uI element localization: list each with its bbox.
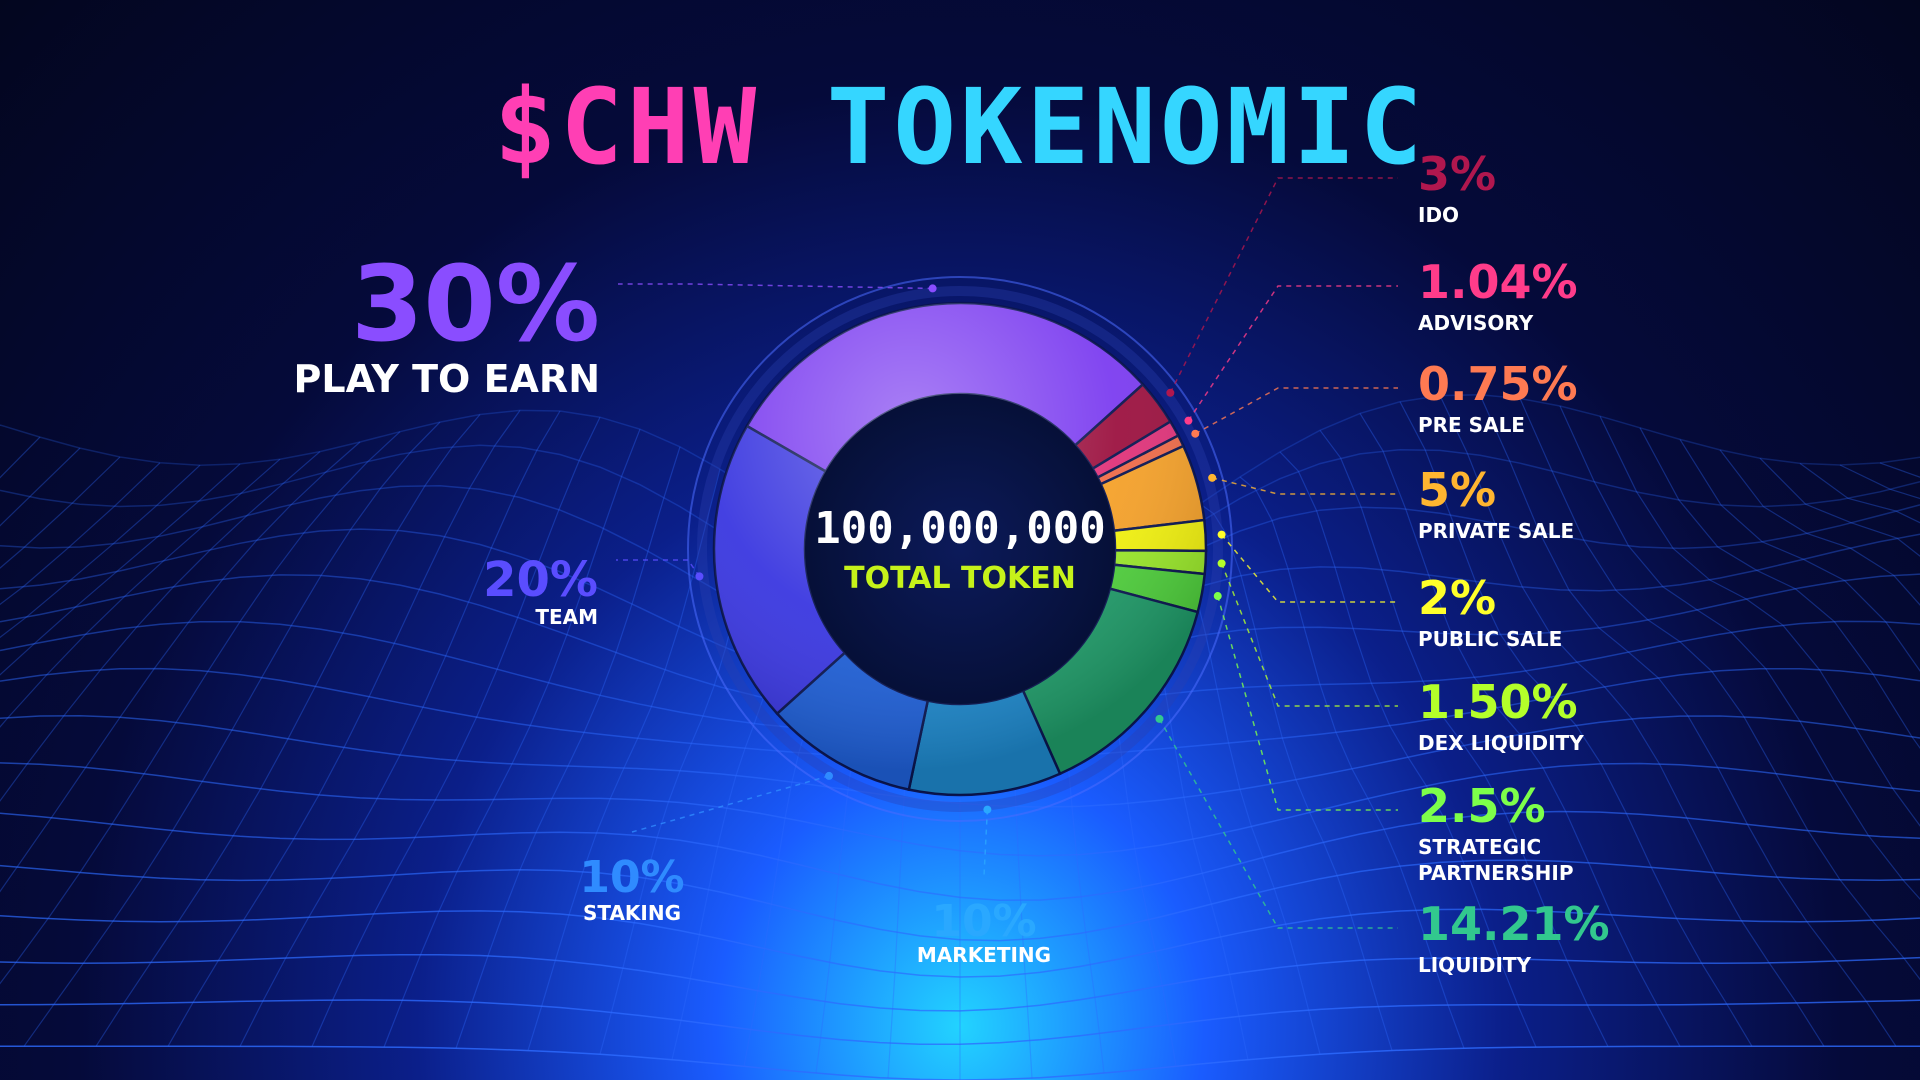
grid-line-vertical bbox=[0, 441, 361, 893]
grid-line-vertical bbox=[1399, 401, 1753, 1047]
total-token-label: TOTAL TOKEN bbox=[844, 561, 1076, 596]
grid-line-vertical bbox=[0, 431, 401, 985]
outer-orbit-ring bbox=[687, 276, 1233, 822]
grid-line-vertical bbox=[95, 414, 481, 1047]
slice-percent-label: 14.21% bbox=[1418, 897, 1610, 951]
grid-line-horizontal bbox=[0, 714, 1920, 808]
grid-line-vertical bbox=[0, 463, 241, 676]
leader-dot bbox=[1217, 530, 1226, 539]
leader-line bbox=[1220, 563, 1398, 707]
outer-glow-ring bbox=[697, 286, 1223, 812]
grid-line-vertical bbox=[239, 410, 561, 1047]
grid-line-vertical bbox=[1239, 476, 1465, 1049]
grid-line-vertical bbox=[1359, 413, 1681, 1047]
grid-line-horizontal bbox=[0, 1045, 1920, 1080]
slice-percent-label: 10% bbox=[579, 852, 684, 903]
leader-dot bbox=[1155, 714, 1164, 723]
donut-center bbox=[805, 394, 1115, 704]
grid-line-horizontal bbox=[0, 810, 1920, 901]
leader-dot bbox=[1213, 592, 1222, 601]
slice-name-label: PRIVATE SALE bbox=[1418, 519, 1574, 543]
slice-name-label: LIQUIDITY bbox=[1418, 953, 1532, 977]
slice-percent-label: 30% bbox=[351, 243, 600, 365]
slice-percent-label: 1.50% bbox=[1418, 675, 1578, 729]
grid-line-vertical bbox=[311, 416, 601, 1047]
grid-line-vertical bbox=[1479, 394, 1897, 1047]
slice-name-label: PRE SALE bbox=[1418, 413, 1525, 437]
grid-line-horizontal bbox=[0, 999, 1920, 1046]
slice-name-label: STRATEGIC bbox=[1418, 835, 1541, 859]
grid-line-vertical bbox=[455, 446, 681, 1049]
grid-line-vertical bbox=[383, 428, 641, 1048]
grid-line-vertical bbox=[1599, 415, 1920, 827]
grid-line-vertical bbox=[1759, 457, 1920, 557]
grid-line-vertical bbox=[1639, 427, 1920, 750]
grid-line-horizontal bbox=[0, 908, 1920, 978]
leader-dot bbox=[825, 771, 833, 780]
leader-dot bbox=[695, 572, 704, 581]
grid-line-vertical bbox=[23, 421, 441, 1047]
grid-line-horizontal bbox=[0, 859, 1920, 942]
leader-dot bbox=[1184, 416, 1193, 425]
slice-percent-label: 10% bbox=[931, 896, 1036, 947]
leader-line bbox=[983, 809, 989, 877]
page-title: $CHW TOKENOMIC bbox=[0, 66, 1920, 188]
grid-line-vertical bbox=[167, 410, 521, 1047]
leader-line bbox=[618, 283, 933, 290]
leader-dot bbox=[1217, 559, 1226, 568]
slice-name-label: PUBLIC SALE bbox=[1418, 627, 1562, 651]
grid-line-vertical bbox=[0, 458, 281, 728]
slice-name-label: DEX LIQUIDITY bbox=[1418, 731, 1584, 755]
grid-line-vertical bbox=[1679, 439, 1920, 672]
total-token-value: 100,000,000 bbox=[814, 503, 1105, 554]
grid-line-vertical bbox=[1519, 398, 1920, 981]
leader-line bbox=[1211, 477, 1398, 495]
leader-dot bbox=[1191, 429, 1200, 438]
slice-name-label: TEAM bbox=[535, 605, 598, 629]
leader-dot bbox=[983, 805, 992, 814]
grid-line-vertical bbox=[1319, 429, 1609, 1047]
title-ticker: $CHW bbox=[493, 66, 761, 188]
grid-line-vertical bbox=[0, 451, 321, 802]
slice-name-label: ADVISORY bbox=[1418, 311, 1534, 335]
grid-line-vertical bbox=[1559, 405, 1920, 900]
slice-percent-label: 3% bbox=[1418, 147, 1496, 201]
leader-line bbox=[1217, 595, 1398, 811]
slice-name-label: STAKING bbox=[583, 901, 681, 925]
grid-line-vertical bbox=[1279, 451, 1537, 1048]
slice-name-label: PLAY TO EARN bbox=[294, 357, 600, 401]
slice-percent-label: 0.75% bbox=[1418, 357, 1578, 411]
grid-line-vertical bbox=[1799, 462, 1920, 524]
grid-line-horizontal bbox=[0, 762, 1920, 857]
slice-name-label-line2: PARTNERSHIP bbox=[1418, 861, 1574, 885]
slice-name-label: IDO bbox=[1418, 203, 1459, 227]
slice-percent-label: 20% bbox=[483, 552, 598, 608]
slice-percent-label: 5% bbox=[1418, 463, 1496, 517]
leader-line bbox=[1158, 718, 1398, 929]
leader-dot bbox=[1208, 473, 1217, 482]
slice-name-label: MARKETING bbox=[917, 943, 1051, 967]
grid-line-vertical bbox=[527, 468, 721, 1051]
slice-percent-label: 2.5% bbox=[1418, 779, 1546, 833]
grid-line-vertical bbox=[0, 464, 201, 639]
slice-percent-label: 1.04% bbox=[1418, 255, 1578, 309]
leader-line bbox=[616, 559, 701, 577]
leader-dot bbox=[1166, 388, 1175, 397]
slice-percent-label: 2% bbox=[1418, 571, 1496, 625]
leader-line bbox=[1187, 285, 1398, 422]
leader-line bbox=[631, 775, 830, 833]
grid-line-vertical bbox=[0, 456, 121, 569]
leader-line bbox=[1169, 177, 1398, 394]
leader-line bbox=[1194, 387, 1398, 435]
title-word: TOKENOMIC bbox=[826, 66, 1427, 188]
leader-dot bbox=[928, 284, 937, 293]
leader-line bbox=[1221, 534, 1398, 603]
grid-line-vertical bbox=[1719, 449, 1920, 606]
grid-line-vertical bbox=[0, 462, 161, 606]
grid-line-horizontal bbox=[0, 953, 1920, 1012]
grid-line-vertical bbox=[1439, 395, 1825, 1047]
